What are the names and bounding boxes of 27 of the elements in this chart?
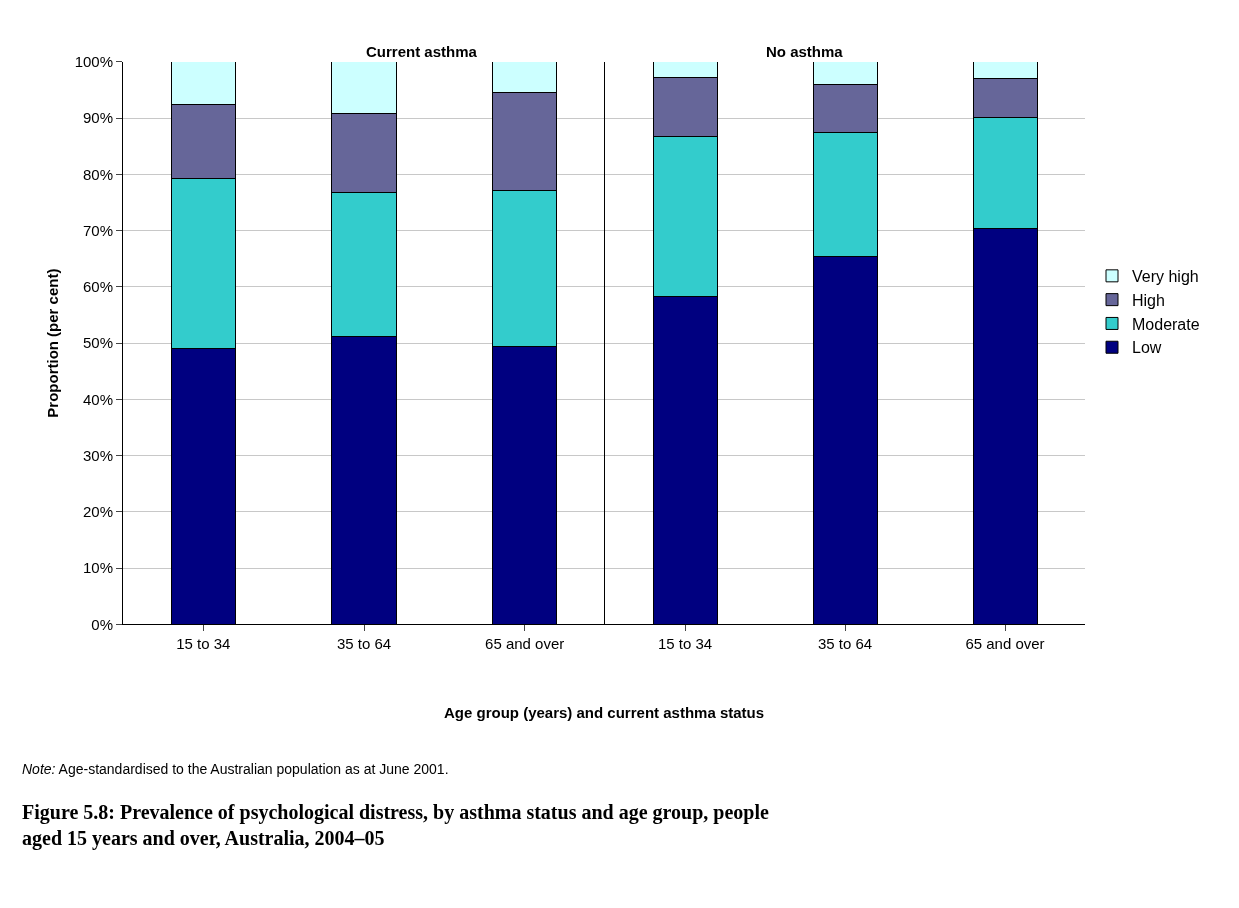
chart-title: Current asthma (366, 43, 478, 60)
caption: Figure 5.8: Prevalence of psychological distress, by asthma status and age group, people aged 15 years and over, Australia, 2004–05 (22, 801, 769, 850)
legend-label: High (1132, 291, 1165, 309)
y-axis-title: Proportion (per cent) (43, 268, 61, 418)
y-tick-label: 80% (82, 165, 113, 183)
legend-label: Very high (1132, 268, 1199, 286)
legend-label: Moderate (1132, 315, 1200, 333)
x-tick-label: 15 to 34 (657, 635, 713, 653)
x-tick-label: 65 and over (965, 635, 1045, 653)
chart-title: No asthma (766, 43, 844, 60)
y-tick-label: 90% (82, 109, 113, 127)
y-tick-label: 0% (91, 615, 113, 633)
y-tick-label: 10% (82, 559, 113, 577)
y-tick-label: 20% (82, 503, 113, 521)
x-tick-label: 15 to 34 (176, 635, 231, 653)
x-axis-title: Age group (years) and current asthma status (444, 704, 765, 721)
x-tick-label: 35 to 64 (817, 635, 873, 653)
y-tick-label: 40% (82, 390, 113, 408)
y-tick-label: 30% (82, 446, 113, 464)
y-tick-label: 60% (82, 278, 113, 296)
y-tick-label: 100% (74, 53, 113, 71)
y-tick-label: 50% (82, 334, 113, 352)
legend-label: Low (1132, 339, 1162, 357)
x-tick-label: 65 and over (485, 635, 565, 653)
x-tick-label: 35 to 64 (336, 635, 392, 653)
y-tick-label: 70% (82, 221, 113, 239)
text: Note: Age-standardised to the Australian population as at June 2001. (22, 761, 449, 777)
